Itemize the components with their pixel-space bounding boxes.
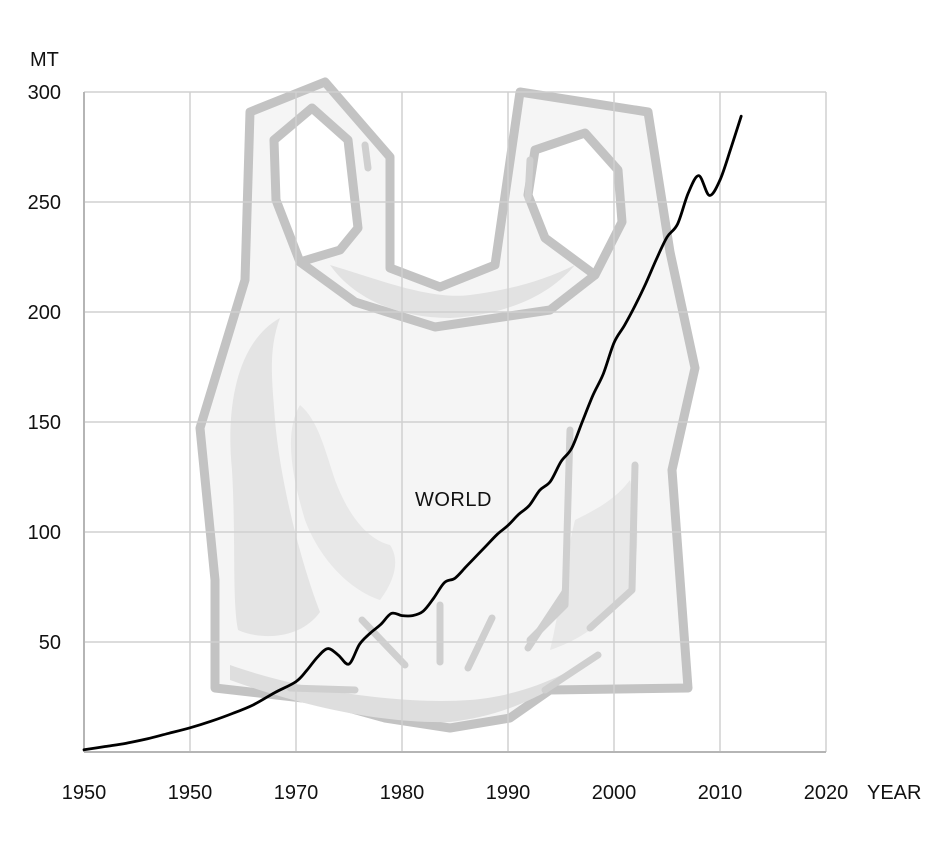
series-line-world bbox=[82, 114, 743, 752]
chart-grid bbox=[84, 91, 827, 752]
y-axis-ticks: 50 100 150 200 250 300 bbox=[28, 82, 61, 654]
y-tick-label: 100 bbox=[28, 522, 61, 544]
y-tick-label: 300 bbox=[28, 82, 61, 104]
bag-shadow-center bbox=[290, 405, 396, 600]
bag-shadow-left bbox=[230, 318, 320, 637]
chart-axes bbox=[83, 92, 826, 753]
x-axis-unit-label: YEAR bbox=[867, 782, 921, 804]
series-layer bbox=[82, 114, 743, 752]
bag-shadow-handle bbox=[330, 265, 575, 318]
x-tick-label: 1950 bbox=[168, 782, 213, 804]
x-axis-ticks: 1950 1950 1970 1980 1990 2000 2010 2020 bbox=[62, 782, 849, 804]
x-tick-label: 2020 bbox=[804, 782, 849, 804]
bag-shadow-right bbox=[550, 480, 638, 650]
bag-creases bbox=[286, 141, 639, 694]
y-tick-label: 200 bbox=[28, 302, 61, 324]
series-label-world: WORLD bbox=[415, 489, 492, 511]
x-tick-label: 1990 bbox=[486, 782, 531, 804]
x-tick-label: 1980 bbox=[380, 782, 425, 804]
bag-neck-band bbox=[295, 257, 600, 332]
x-tick-label: 2010 bbox=[698, 782, 743, 804]
x-tick-label: 1950 bbox=[62, 782, 107, 804]
y-tick-label: 250 bbox=[28, 192, 61, 214]
bag-left-handle bbox=[269, 103, 363, 267]
y-tick-label: 150 bbox=[28, 412, 61, 434]
x-tick-label: 2000 bbox=[592, 782, 637, 804]
y-axis-unit-label: MT bbox=[30, 49, 59, 71]
y-tick-label: 50 bbox=[39, 632, 61, 654]
x-tick-label: 1970 bbox=[274, 782, 319, 804]
plastic-bag-illustration bbox=[195, 77, 700, 733]
